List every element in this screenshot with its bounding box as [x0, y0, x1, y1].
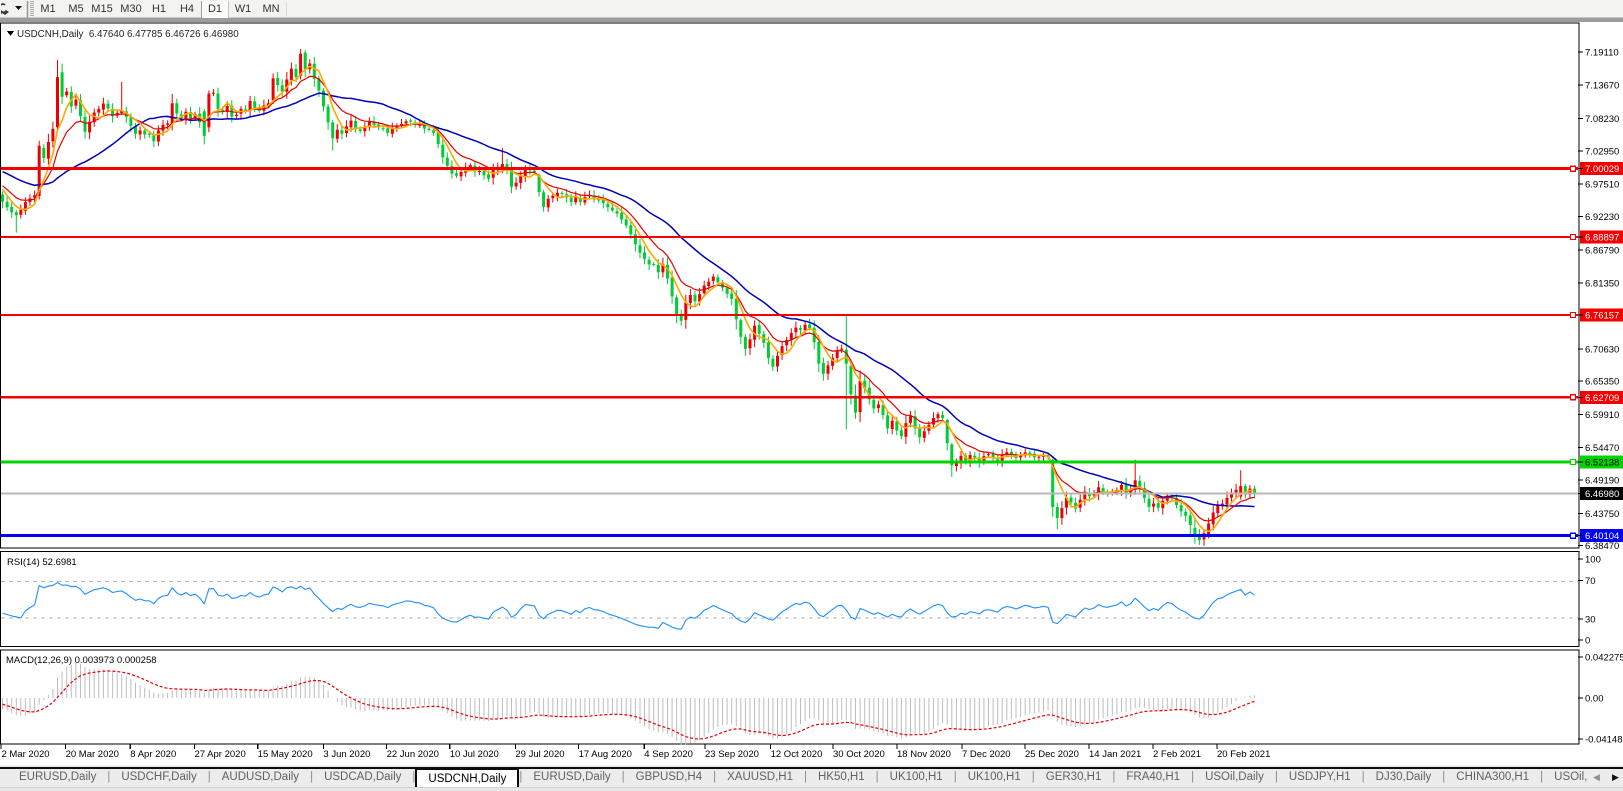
svg-text:0.00: 0.00	[1585, 694, 1604, 705]
svg-text:12 Oct 2020: 12 Oct 2020	[771, 749, 823, 760]
svg-text:0: 0	[1585, 636, 1590, 647]
svg-text:17 Aug 2020: 17 Aug 2020	[579, 749, 632, 760]
svg-text:3 Jun 2020: 3 Jun 2020	[323, 749, 370, 760]
svg-text:20 Feb 2021: 20 Feb 2021	[1217, 749, 1270, 760]
svg-text:8 Apr 2020: 8 Apr 2020	[130, 749, 176, 760]
svg-text:6.76157: 6.76157	[1585, 310, 1619, 321]
svg-text:6.43750: 6.43750	[1585, 509, 1619, 520]
svg-text:6.38470: 6.38470	[1585, 541, 1619, 552]
svg-text:23 Sep 2020: 23 Sep 2020	[705, 749, 759, 760]
svg-text:4 Sep 2020: 4 Sep 2020	[644, 749, 693, 760]
svg-text:6.88897: 6.88897	[1585, 232, 1619, 243]
svg-text:6.86790: 6.86790	[1585, 245, 1619, 256]
svg-text:22 Jun 2020: 22 Jun 2020	[387, 749, 439, 760]
svg-text:6.70630: 6.70630	[1585, 344, 1619, 355]
svg-text:18 Nov 2020: 18 Nov 2020	[897, 749, 951, 760]
svg-text:6.92230: 6.92230	[1585, 212, 1619, 223]
svg-text:-0.04148: -0.04148	[1585, 735, 1623, 746]
svg-text:USDCNH,Daily 6.47640 6.47785: USDCNH,Daily 6.47640 6.47785 6.46726 6.4…	[17, 29, 239, 40]
svg-text:6.46980: 6.46980	[1585, 489, 1619, 500]
svg-text:0.042275: 0.042275	[1585, 653, 1623, 664]
svg-text:7.00029: 7.00029	[1585, 164, 1619, 175]
svg-text:6.81350: 6.81350	[1585, 279, 1619, 290]
svg-text:100: 100	[1585, 555, 1601, 566]
svg-text:14 Jan 2021: 14 Jan 2021	[1089, 749, 1141, 760]
svg-text:6.52138: 6.52138	[1585, 458, 1619, 469]
svg-text:6.97510: 6.97510	[1585, 180, 1619, 191]
svg-text:7.13670: 7.13670	[1585, 81, 1619, 92]
svg-text:2 Mar 2020: 2 Mar 2020	[2, 749, 50, 760]
svg-text:6.65350: 6.65350	[1585, 377, 1619, 388]
svg-text:30: 30	[1585, 615, 1596, 626]
svg-text:6.62709: 6.62709	[1585, 393, 1619, 404]
svg-text:15 May 2020: 15 May 2020	[258, 749, 313, 760]
svg-text:30 Oct 2020: 30 Oct 2020	[833, 749, 885, 760]
svg-text:7.08230: 7.08230	[1585, 114, 1619, 125]
svg-text:10 Jul 2020: 10 Jul 2020	[450, 749, 499, 760]
svg-text:7 Dec 2020: 7 Dec 2020	[962, 749, 1011, 760]
svg-text:27 Apr 2020: 27 Apr 2020	[195, 749, 246, 760]
svg-text:6.54470: 6.54470	[1585, 443, 1619, 454]
svg-text:6.59910: 6.59910	[1585, 410, 1619, 421]
svg-text:6.40104: 6.40104	[1585, 531, 1619, 542]
svg-text:25 Dec 2020: 25 Dec 2020	[1025, 749, 1079, 760]
svg-text:7.02950: 7.02950	[1585, 146, 1619, 157]
svg-text:RSI(14) 52.6981: RSI(14) 52.6981	[7, 557, 77, 568]
svg-text:20 Mar 2020: 20 Mar 2020	[66, 749, 119, 760]
svg-text:2 Feb 2021: 2 Feb 2021	[1153, 749, 1201, 760]
svg-text:6.49190: 6.49190	[1585, 476, 1619, 487]
svg-text:29 Jul 2020: 29 Jul 2020	[515, 749, 564, 760]
svg-text:7.19110: 7.19110	[1585, 47, 1619, 58]
svg-text:70: 70	[1585, 576, 1596, 587]
svg-text:MACD(12,26,9) 0.003973 0.00025: MACD(12,26,9) 0.003973 0.000258	[6, 655, 157, 666]
